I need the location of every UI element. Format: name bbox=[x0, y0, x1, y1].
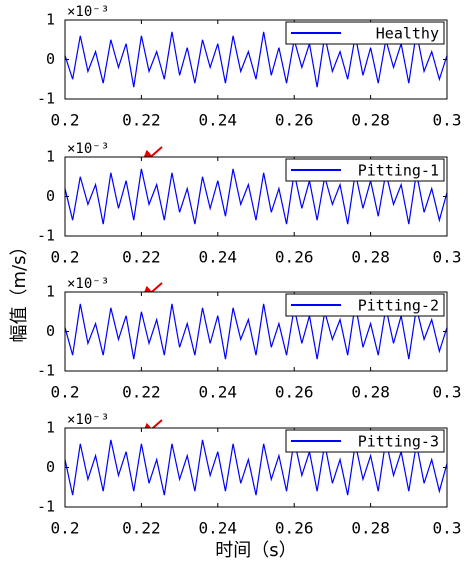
y-multiplier: ×10⁻³ bbox=[67, 276, 109, 292]
x-tick-label: 0.2 bbox=[51, 248, 80, 267]
x-tick-label: 0.28 bbox=[351, 519, 390, 538]
legend-label: Pitting-2 bbox=[358, 297, 439, 315]
legend-box bbox=[285, 293, 445, 317]
y-tick-label: -1 bbox=[37, 90, 55, 108]
y-axis-label: 幅值（m/s） bbox=[9, 238, 30, 343]
x-tick-label: 0.28 bbox=[351, 111, 390, 130]
y-tick-label: 1 bbox=[46, 419, 55, 437]
x-tick-label: 0.3 bbox=[433, 248, 462, 267]
y-tick-label: 1 bbox=[46, 148, 55, 166]
x-tick-label: 0.26 bbox=[275, 383, 314, 402]
y-multiplier: ×10⁻³ bbox=[67, 412, 109, 428]
x-tick-label: 0.3 bbox=[433, 383, 462, 402]
y-tick-label: 0 bbox=[46, 322, 55, 340]
y-multiplier: ×10⁻³ bbox=[67, 4, 109, 20]
x-tick-label: 0.28 bbox=[351, 248, 390, 267]
signal-line bbox=[64, 303, 448, 360]
y-tick-label: 1 bbox=[46, 11, 55, 29]
signal-line bbox=[64, 168, 448, 225]
x-tick-label: 0.22 bbox=[122, 519, 161, 538]
x-tick-label: 0.3 bbox=[433, 519, 462, 538]
x-tick-label: 0.2 bbox=[51, 383, 80, 402]
plot-frame bbox=[64, 291, 448, 372]
legend-box bbox=[285, 21, 445, 45]
x-axis-label: 时间（s） bbox=[215, 540, 296, 561]
y-tick-label: 0 bbox=[46, 50, 55, 68]
legend-box bbox=[285, 158, 445, 182]
plot-frame bbox=[64, 19, 448, 100]
y-tick-label: -1 bbox=[37, 362, 55, 380]
legend-label: Pitting-3 bbox=[358, 433, 439, 451]
plot-frame bbox=[64, 156, 448, 237]
signal-line bbox=[64, 31, 448, 88]
y-tick-label: -1 bbox=[37, 227, 55, 245]
x-tick-label: 0.3 bbox=[433, 111, 462, 130]
x-tick-label: 0.24 bbox=[199, 248, 238, 267]
y-tick-label: 0 bbox=[46, 187, 55, 205]
x-tick-label: 0.26 bbox=[275, 248, 314, 267]
x-tick-label: 0.24 bbox=[199, 519, 238, 538]
x-tick-label: 0.22 bbox=[122, 111, 161, 130]
signal-line bbox=[64, 439, 448, 496]
x-tick-label: 0.24 bbox=[199, 383, 238, 402]
legend-label: Healthy bbox=[376, 25, 439, 43]
x-tick-label: 0.26 bbox=[275, 519, 314, 538]
x-tick-label: 0.22 bbox=[122, 383, 161, 402]
y-tick-label: 0 bbox=[46, 458, 55, 476]
x-tick-label: 0.22 bbox=[122, 248, 161, 267]
y-tick-label: 1 bbox=[46, 283, 55, 301]
y-multiplier: ×10⁻³ bbox=[67, 141, 109, 157]
x-tick-label: 0.28 bbox=[351, 383, 390, 402]
x-tick-label: 0.26 bbox=[275, 111, 314, 130]
legend-label: Pitting-1 bbox=[358, 162, 439, 180]
legend-box bbox=[285, 429, 445, 453]
x-tick-label: 0.2 bbox=[51, 111, 80, 130]
plot-frame bbox=[64, 427, 448, 508]
y-tick-label: -1 bbox=[37, 498, 55, 516]
x-tick-label: 0.24 bbox=[199, 111, 238, 130]
x-tick-label: 0.2 bbox=[51, 519, 80, 538]
